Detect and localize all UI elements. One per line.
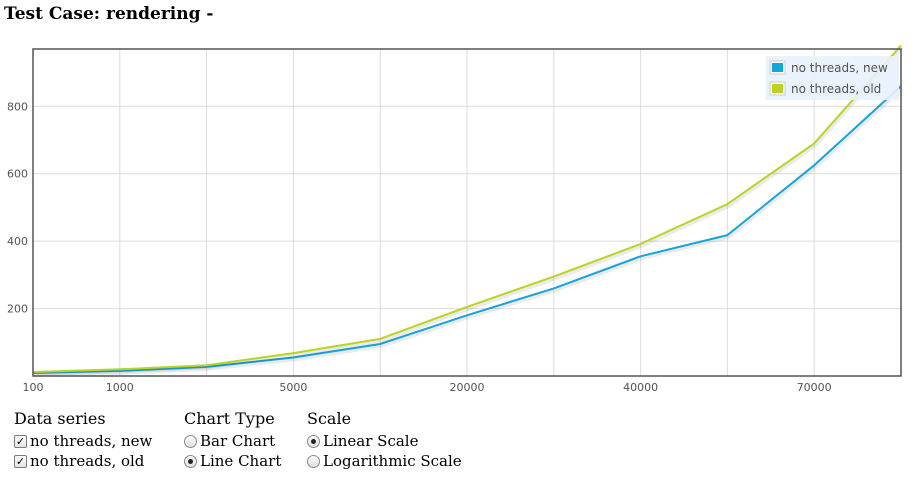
x-tick-label: 5000 [279,381,307,394]
chart-type-option-line[interactable]: Line Chart [184,451,281,471]
series-line-1 [32,44,902,373]
line-chart-radio[interactable] [184,454,197,468]
bar-chart-radio[interactable] [184,434,197,448]
scale-title: Scale [307,409,352,428]
x-tick-label: 100 [23,381,44,394]
y-tick-label: 800 [7,100,28,113]
x-tick-label: 70000 [797,381,832,394]
chart-legend: no threads, new no threads, old [766,56,899,100]
series-checkbox-old[interactable]: ✓ [14,454,27,468]
data-series-group: Data series ✓ no threads, new ✓ no threa… [14,409,152,471]
scale-option-log[interactable]: Logarithmic Scale [307,451,462,471]
series-option-new[interactable]: ✓ no threads, new [14,431,152,451]
legend-swatch [772,63,783,72]
plot-frame [32,48,902,377]
x-tick-label: 40000 [623,381,658,394]
series-checkbox-new[interactable]: ✓ [14,434,27,448]
x-tick-label: 20000 [450,381,485,394]
series-line-0 [32,85,902,374]
chart-type-label: Line Chart [200,452,282,470]
scale-label: Logarithmic Scale [323,452,462,470]
chart-type-option-bar[interactable]: Bar Chart [184,431,281,451]
chart-series [32,44,904,377]
linear-scale-radio[interactable] [307,434,320,448]
scale-option-linear[interactable]: Linear Scale [307,431,462,451]
chart-tick-labels: 200 400 600 800 100 1000 5000 20000 40000 70000 [7,100,832,394]
chart-type-label: Bar Chart [200,432,276,450]
series-shadow [33,46,904,376]
series-shadow [33,86,904,377]
chart-grid [32,49,902,376]
series-option-label: no threads, new [30,432,153,450]
scale-label: Linear Scale [323,432,419,450]
y-tick-label: 600 [7,168,28,181]
logarithmic-scale-radio[interactable] [307,454,320,468]
y-tick-label: 200 [7,303,28,316]
series-option-label: no threads, old [30,452,145,470]
x-tick-label: 1000 [106,381,134,394]
y-tick-label: 400 [7,235,28,248]
chart-type-group: Chart Type Bar Chart Line Chart [184,409,281,471]
legend-label: no threads, new [791,61,888,75]
page-title: Test Case: rendering - [4,4,214,24]
series-option-old[interactable]: ✓ no threads, old [14,451,152,471]
scale-group: Scale Linear Scale Logarithmic Scale [307,409,462,471]
legend-label: no threads, old [791,82,881,96]
legend-swatch [772,84,783,93]
legend-box [766,56,899,100]
line-chart: 200 400 600 800 100 1000 5000 20000 40000 70000 n… [7,44,904,394]
chart-type-title: Chart Type [184,409,275,428]
data-series-title: Data series [14,409,106,428]
